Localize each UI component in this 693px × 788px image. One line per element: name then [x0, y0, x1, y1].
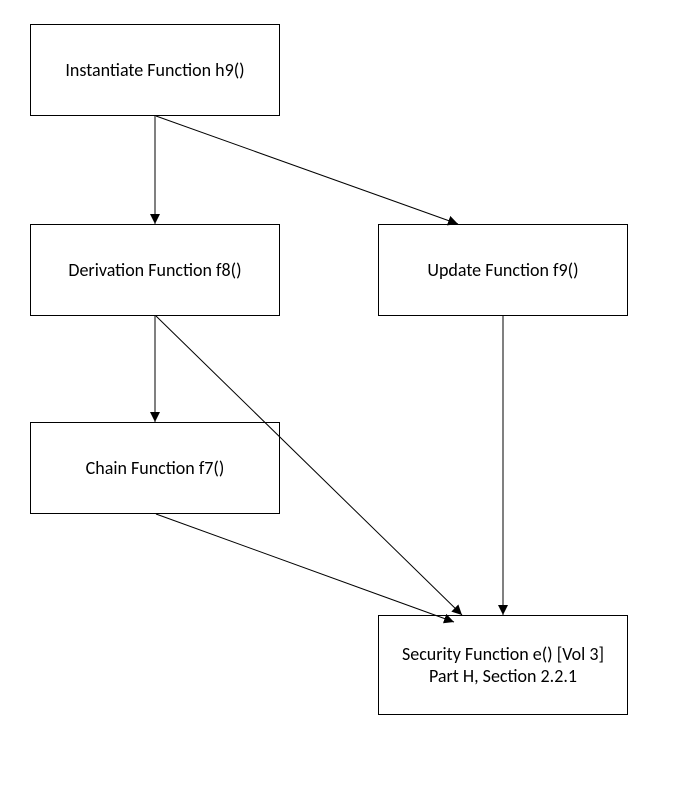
node-label: Security Function e() [Vol 3] Part H, Se…	[387, 643, 619, 688]
node-label: Update Function f9()	[427, 259, 578, 282]
node-label: Derivation Function f8()	[68, 259, 241, 282]
node-label: Chain Function f7()	[86, 457, 225, 480]
node-label: Instantiate Function h9()	[65, 59, 244, 82]
node-derivation: Derivation Function f8()	[30, 224, 280, 316]
edge-instantiate-to-update	[156, 116, 458, 224]
node-chain: Chain Function f7()	[30, 422, 280, 514]
node-update: Update Function f9()	[378, 224, 628, 316]
node-security: Security Function e() [Vol 3] Part H, Se…	[378, 615, 628, 715]
node-instantiate: Instantiate Function h9()	[30, 24, 280, 116]
edge-chain-to-security	[156, 514, 454, 622]
